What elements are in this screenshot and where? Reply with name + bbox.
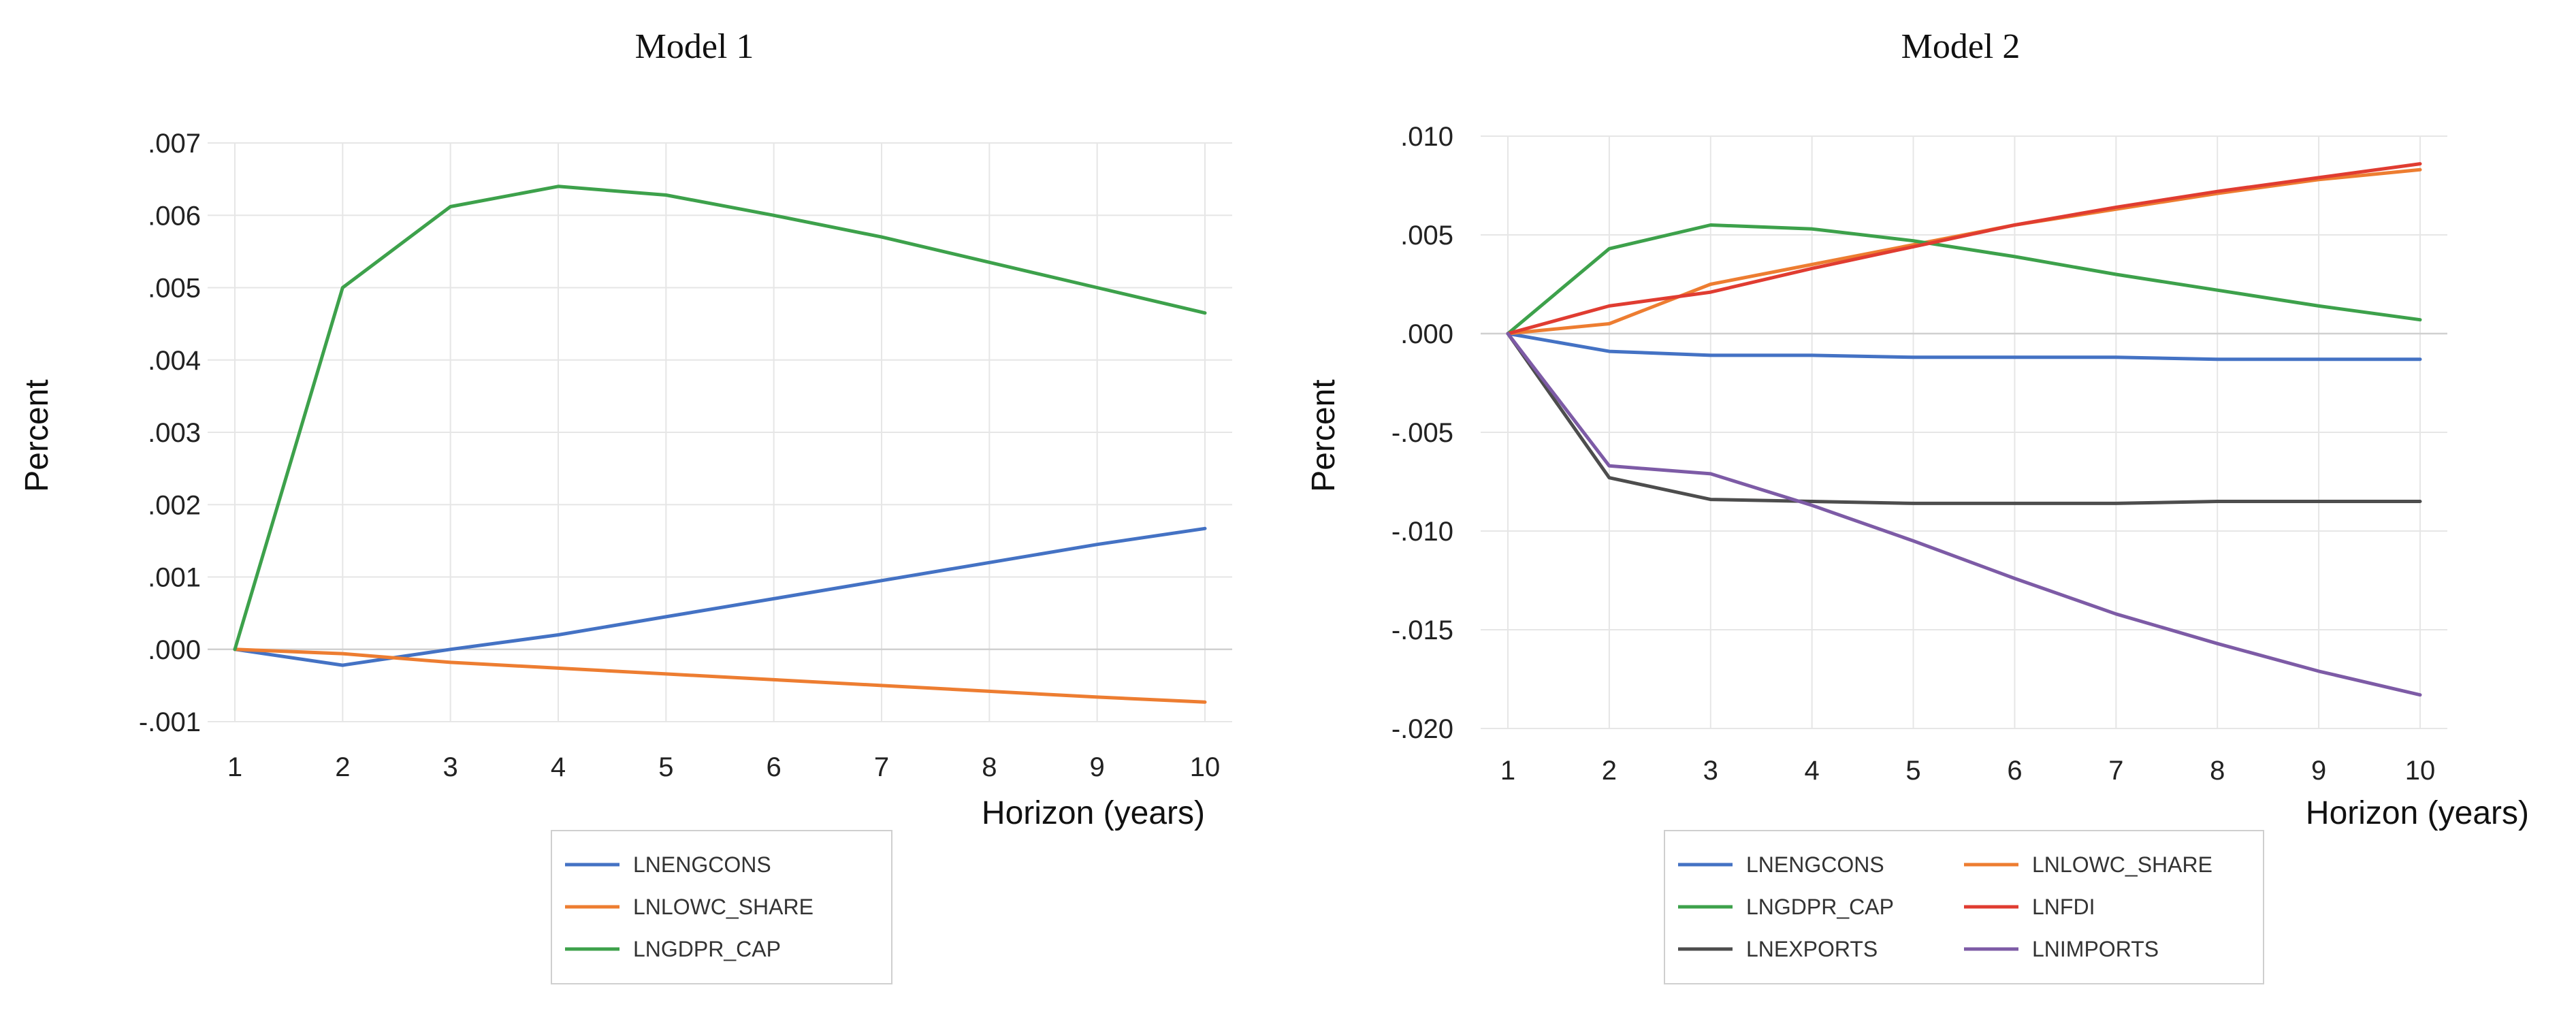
y-tick-label: .005 bbox=[1400, 221, 1453, 251]
chart-title: Model 1 bbox=[635, 27, 754, 66]
legend-item: LNENGCONS bbox=[565, 852, 771, 877]
legend-item: LNLOWC_SHARE bbox=[1964, 852, 2212, 877]
y-tick-label: -.010 bbox=[1391, 517, 1453, 547]
x-tick-label: 3 bbox=[443, 752, 458, 782]
legend-label: LNLOWC_SHARE bbox=[633, 895, 814, 919]
y-tick-label: -.015 bbox=[1391, 615, 1453, 645]
legend-item: LNIMPORTS bbox=[1964, 937, 2159, 961]
legend-label: LNGDPR_CAP bbox=[1746, 895, 1894, 919]
x-tick-label: 2 bbox=[1602, 756, 1617, 786]
legend-label: LNGDPR_CAP bbox=[633, 937, 781, 961]
legend-item: LNGDPR_CAP bbox=[1678, 895, 1894, 919]
y-tick-label: -.001 bbox=[139, 707, 201, 737]
y-tick-label: .007 bbox=[148, 129, 201, 159]
series-line-lnlowc-share bbox=[233, 647, 1207, 704]
x-axis-label: Horizon (years) bbox=[982, 795, 1205, 831]
x-tick-label: 5 bbox=[658, 752, 673, 782]
legend-label: LNLOWC_SHARE bbox=[2032, 852, 2212, 877]
y-tick-label: .006 bbox=[148, 201, 201, 231]
legend-item: LNLOWC_SHARE bbox=[565, 895, 814, 919]
x-tick-label: 9 bbox=[2311, 756, 2326, 786]
legend-item: LNENGCONS bbox=[1678, 852, 1884, 877]
x-tick-label: 1 bbox=[227, 752, 242, 782]
x-tick-label: 3 bbox=[1703, 756, 1718, 786]
x-tick-label: 6 bbox=[2007, 756, 2022, 786]
x-tick-label: 5 bbox=[1905, 756, 1920, 786]
y-tick-label: .005 bbox=[148, 274, 201, 304]
y-axis-label: Percent bbox=[1306, 379, 1342, 492]
series-line-lnlowc-share bbox=[1506, 167, 2422, 336]
x-tick-label: 4 bbox=[1805, 756, 1820, 786]
x-tick-label: 4 bbox=[551, 752, 566, 782]
legend-label: LNENGCONS bbox=[633, 852, 771, 877]
series-line-lnengcons bbox=[1506, 332, 2422, 362]
legend: LNENGCONS LNLOWC_SHARE LNGDPR_CAP bbox=[551, 830, 892, 984]
y-axis-label: Percent bbox=[19, 379, 55, 492]
y-tick-label: .000 bbox=[148, 635, 201, 665]
x-axis-label: Horizon (years) bbox=[2306, 795, 2529, 831]
chart-model-2: Model 2 -.020 -.015 -.010 -.005 .000 .005 .010 1… bbox=[1306, 27, 2529, 984]
x-tick-label: 10 bbox=[1190, 752, 1221, 782]
y-tick-label: -.020 bbox=[1391, 714, 1453, 744]
y-tick-label: .004 bbox=[148, 346, 201, 376]
legend-item: LNGDPR_CAP bbox=[565, 937, 781, 961]
x-tick-label: 8 bbox=[2210, 756, 2225, 786]
y-tick-label: -.005 bbox=[1391, 418, 1453, 448]
legend-item: LNEXPORTS bbox=[1678, 937, 1878, 961]
x-tick-label: 10 bbox=[2405, 756, 2436, 786]
legend-item: LNFDI bbox=[1964, 895, 2095, 919]
x-tick-label: 9 bbox=[1090, 752, 1105, 782]
x-tick-label: 7 bbox=[2108, 756, 2123, 786]
legend-label: LNIMPORTS bbox=[2032, 937, 2159, 961]
y-tick-label: .001 bbox=[148, 563, 201, 593]
y-tick-label: .002 bbox=[148, 490, 201, 520]
chart-title: Model 2 bbox=[1901, 27, 2020, 66]
chart-model-1: Model 1 -.001 .000 .001 .002 .003 .004 .005 .006… bbox=[19, 27, 1232, 984]
series-line-lngdpr-cap bbox=[233, 184, 1207, 652]
series-line-lnimports bbox=[1506, 332, 2422, 697]
x-tick-label: 2 bbox=[335, 752, 350, 782]
x-tick-label: 8 bbox=[982, 752, 997, 782]
y-tick-label: .003 bbox=[148, 418, 201, 448]
legend-label: LNFDI bbox=[2032, 895, 2095, 919]
y-tick-label: .010 bbox=[1400, 122, 1453, 152]
x-tick-label: 6 bbox=[767, 752, 782, 782]
x-tick-label: 1 bbox=[1500, 756, 1515, 786]
legend: LNENGCONS LNLOWC_SHARE LNGDPR_CAP LNFDI LNEX… bbox=[1664, 830, 2264, 984]
series-line-lngdpr-cap bbox=[1506, 223, 2422, 336]
legend-label: LNENGCONS bbox=[1746, 852, 1884, 877]
series-line-lnexports bbox=[1506, 332, 2422, 505]
series-line-lnfdi bbox=[1506, 162, 2422, 336]
y-tick-label: .000 bbox=[1400, 319, 1453, 349]
legend-label: LNEXPORTS bbox=[1746, 937, 1878, 961]
series-line-lnengcons bbox=[233, 526, 1207, 667]
x-tick-label: 7 bbox=[874, 752, 889, 782]
